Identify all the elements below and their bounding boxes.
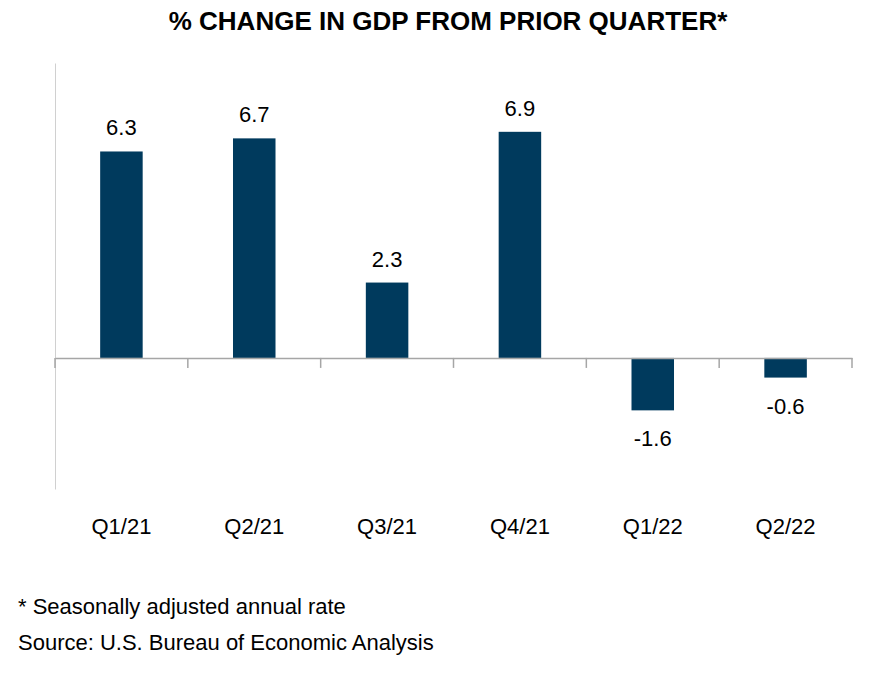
category-divider: [54, 358, 56, 368]
bar: [764, 358, 807, 378]
bars: [100, 132, 807, 411]
x-tick: Q4/21: [490, 358, 550, 539]
x-tick-label: Q1/21: [91, 514, 151, 539]
x-axis: Q1/21 Q2/21 Q3/21 Q4/21 Q1/22 Q2/22: [56, 358, 853, 539]
x-tick: Q1/22: [623, 358, 683, 539]
bar: [499, 132, 542, 358]
footnote: Source: U.S. Bureau of Economic Analysis: [18, 630, 434, 655]
category-divider: [453, 358, 455, 368]
data-label: 2.3: [372, 247, 403, 272]
x-tick: Q2/21: [224, 358, 284, 539]
x-tick: Q1/21: [91, 358, 151, 539]
category-divider: [851, 358, 853, 368]
data-label: 6.9: [505, 96, 536, 121]
bar: [366, 283, 409, 358]
bar: [233, 138, 276, 358]
category-dividers: [55, 358, 852, 368]
category-divider: [718, 358, 720, 368]
category-divider: [320, 358, 322, 368]
x-tick-label: Q1/22: [623, 514, 683, 539]
x-tick-label: Q4/21: [490, 514, 550, 539]
data-label: 6.3: [106, 115, 137, 140]
x-tick: Q2/22: [756, 358, 816, 539]
x-tick: Q3/21: [357, 358, 417, 539]
bar: [100, 151, 143, 357]
data-labels: 6.3 6.7 2.3 6.9 -1.6 -0.6: [106, 96, 804, 452]
x-tick-label: Q2/22: [756, 514, 816, 539]
bar: [631, 358, 674, 410]
data-label: 6.7: [239, 102, 270, 127]
data-label: -1.6: [634, 426, 672, 451]
data-label: -0.6: [767, 394, 805, 419]
chart: % CHANGE IN GDP FROM PRIOR QUARTER* Q1/21…: [0, 0, 896, 673]
x-tick-label: Q3/21: [357, 514, 417, 539]
footnotes: * Seasonally adjusted annual rate Source:…: [18, 594, 434, 655]
title: % CHANGE IN GDP FROM PRIOR QUARTER*: [169, 6, 728, 36]
x-tick-label: Q2/21: [224, 514, 284, 539]
y-axis: [55, 64, 56, 490]
y-axis-line: [55, 64, 56, 490]
footnote: * Seasonally adjusted annual rate: [18, 594, 346, 619]
category-divider: [187, 358, 189, 368]
category-divider: [586, 358, 588, 368]
